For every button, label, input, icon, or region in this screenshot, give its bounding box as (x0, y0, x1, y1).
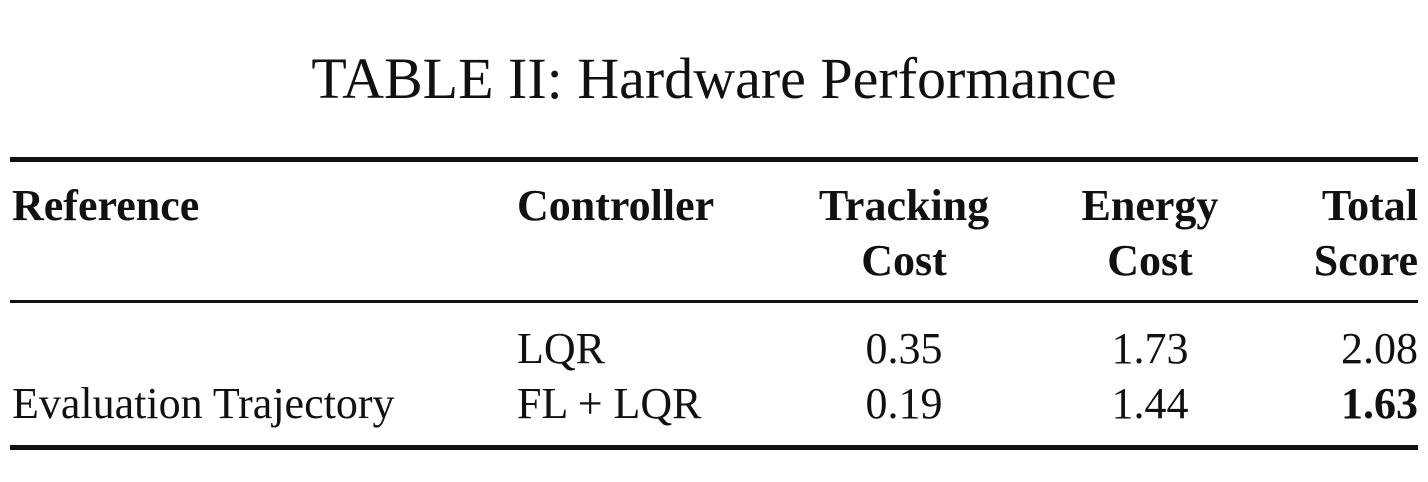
header-rule (10, 300, 1418, 303)
row-1-controller: LQR (517, 324, 605, 373)
header-energy-line2: Cost (1107, 236, 1193, 285)
row-1-total-score: 2.08 (1341, 324, 1418, 373)
row-2-total-score: 1.63 (1341, 379, 1418, 428)
row-2-controller: FL + LQR (517, 379, 702, 428)
header-total-line2: Score (1313, 236, 1418, 285)
header-energy-line1: Energy (1081, 181, 1219, 230)
header-tracking-line1: Tracking (818, 181, 990, 230)
header-total-line1: Total (1321, 181, 1418, 230)
row-1-tracking-cost: 0.35 (865, 324, 943, 373)
row-1-energy-cost: 1.73 (1111, 324, 1189, 373)
bottom-rule (10, 445, 1418, 450)
top-rule (10, 157, 1418, 162)
table-caption: TABLE II: Hardware Performance (311, 46, 1117, 111)
row-reference-label: Evaluation Trajectory (12, 379, 395, 428)
header-reference: Reference (12, 181, 200, 230)
header-tracking-line2: Cost (861, 236, 947, 285)
header-controller: Controller (517, 181, 715, 230)
row-2-energy-cost: 1.44 (1111, 379, 1189, 428)
row-2-tracking-cost: 0.19 (865, 379, 943, 428)
